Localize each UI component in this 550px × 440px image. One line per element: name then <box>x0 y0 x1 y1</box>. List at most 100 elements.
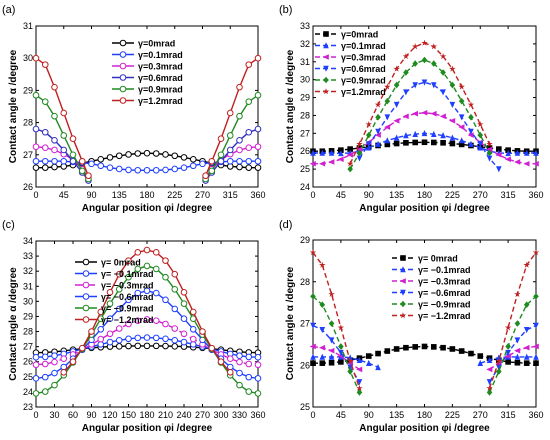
data-point <box>523 301 530 309</box>
series-1 <box>310 139 539 155</box>
series-line <box>204 57 259 176</box>
data-point <box>430 130 437 138</box>
y-tick-label: 26 <box>23 182 33 192</box>
data-point <box>125 257 132 264</box>
panel-label: (b) <box>279 4 292 16</box>
data-point <box>514 347 521 354</box>
data-point <box>125 151 132 158</box>
series-line <box>358 81 500 170</box>
data-point <box>199 328 206 335</box>
data-point <box>41 128 49 136</box>
data-point <box>162 296 169 304</box>
y-tick-label: 25 <box>23 372 33 382</box>
data-point <box>97 325 105 333</box>
data-point <box>393 101 400 109</box>
data-point <box>143 342 151 350</box>
data-point <box>180 289 188 296</box>
data-point <box>403 89 409 96</box>
data-point <box>523 353 530 360</box>
data-point <box>523 149 530 156</box>
data-point <box>356 389 363 396</box>
data-point <box>486 356 493 364</box>
legend-marker <box>82 293 90 300</box>
data-point <box>430 60 437 67</box>
data-point <box>208 167 216 175</box>
data-point <box>347 368 353 375</box>
data-point <box>477 131 484 139</box>
data-point <box>533 149 539 156</box>
data-point <box>375 128 381 135</box>
legend-label: γ= −0.6mrad <box>418 288 471 298</box>
data-point <box>134 342 142 350</box>
data-point <box>430 139 437 146</box>
data-point <box>171 336 179 344</box>
data-point <box>458 348 465 354</box>
x-tick-label: 90 <box>364 410 374 420</box>
data-point <box>356 366 363 373</box>
data-point <box>347 165 353 173</box>
data-point <box>495 357 503 364</box>
legend-marker <box>82 304 90 312</box>
data-point <box>226 146 234 154</box>
data-point <box>514 290 521 298</box>
data-point <box>439 113 446 120</box>
data-point <box>125 320 132 328</box>
data-point <box>514 320 521 327</box>
data-point <box>468 128 474 135</box>
data-point <box>440 140 446 146</box>
data-point <box>347 354 353 361</box>
data-point <box>143 149 151 157</box>
data-point <box>236 381 243 389</box>
data-point <box>402 113 409 120</box>
x-tick-label: 270 <box>473 410 488 420</box>
data-point <box>356 356 363 364</box>
legend-label: γ= −0.3mrad <box>418 277 471 287</box>
data-point <box>115 336 123 344</box>
data-point <box>143 262 151 270</box>
data-point <box>32 164 40 171</box>
data-point <box>125 273 132 281</box>
data-point <box>486 384 493 391</box>
y-tick-label: 33 <box>300 21 310 31</box>
data-point <box>402 53 410 60</box>
chart-panel-2: (b) 0 45 90 135 180 225 270 315 360 24 25 26 27 28 29 30… <box>279 4 544 214</box>
data-point <box>393 346 400 352</box>
data-point <box>143 316 151 323</box>
series-5 <box>347 56 493 173</box>
data-point <box>374 101 382 108</box>
data-point <box>523 360 530 366</box>
y-tick-label: 33 <box>23 251 33 261</box>
x-tick-label: 135 <box>389 410 404 420</box>
data-point <box>51 163 58 171</box>
data-point <box>356 140 363 147</box>
x-tick-label: 60 <box>68 410 78 420</box>
series-line <box>349 59 491 170</box>
x-tick-label: 0 <box>33 190 38 200</box>
data-point <box>310 353 316 360</box>
data-point <box>171 325 179 332</box>
data-point <box>384 124 391 130</box>
data-point <box>467 132 474 138</box>
data-point <box>532 249 540 256</box>
y-tick-label: 24 <box>300 182 310 192</box>
x-tick-label: 180 <box>417 190 432 200</box>
data-point <box>97 162 105 170</box>
chart-panel-4: (d) 0 45 90 135 180 225 270 315 360 25 26 27 28 29 Angu… <box>279 219 544 434</box>
y-tick-label: 28 <box>300 110 310 120</box>
data-point <box>486 140 493 147</box>
data-point <box>254 164 262 171</box>
data-point <box>328 159 335 165</box>
data-point <box>69 157 77 165</box>
legend-label: γ=1.2mrad <box>138 96 183 106</box>
y-tick-label: 26 <box>300 360 310 370</box>
data-point <box>486 155 493 162</box>
data-point <box>115 325 123 332</box>
data-point <box>88 160 95 168</box>
data-point <box>439 53 447 60</box>
x-tick-label: 45 <box>336 410 346 420</box>
data-point <box>143 287 151 295</box>
panel-label: (d) <box>279 219 292 231</box>
legend-marker <box>82 281 90 289</box>
data-point <box>477 144 484 151</box>
x-tick-label: 360 <box>250 190 265 200</box>
